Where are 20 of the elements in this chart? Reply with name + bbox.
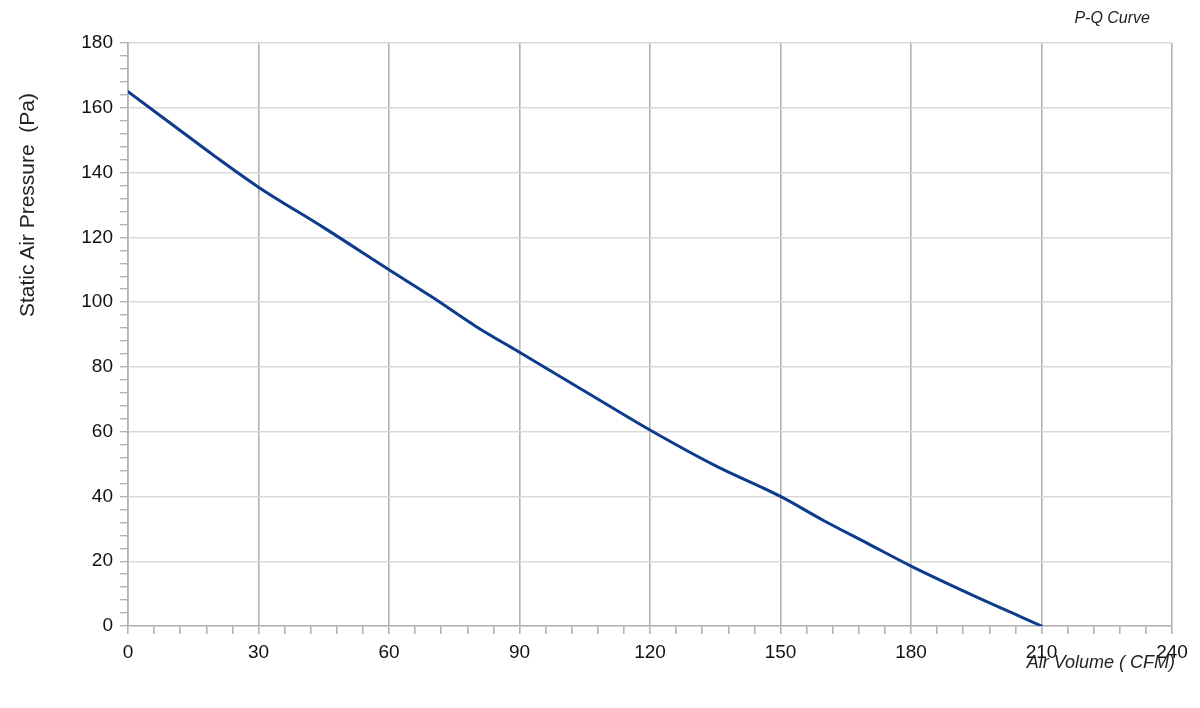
x-tick-label: 180	[895, 640, 927, 662]
x-tick-label: 60	[378, 640, 400, 662]
x-tick-label: 120	[634, 640, 666, 662]
y-tick-label: 80	[91, 355, 113, 377]
x-tick-label: 150	[764, 640, 797, 662]
line-series	[128, 90, 1043, 626]
y-axis-title: Static Air Pressure (Pa)	[14, 92, 38, 318]
x-tick-label: 30	[247, 640, 270, 662]
y-tick-label: 20	[91, 549, 113, 571]
x-tick-label: 0	[122, 640, 134, 662]
y-tick-label: 60	[91, 419, 113, 441]
y-tick-label: 0	[102, 614, 113, 636]
y-tick-label: 140	[81, 160, 113, 182]
y-tick-label: 180	[81, 31, 113, 53]
chart-title: P-Q Curve	[1074, 9, 1151, 27]
y-tick-label: 40	[91, 484, 113, 506]
y-tick-label: 120	[81, 225, 113, 247]
x-tick-label: 90	[508, 640, 531, 662]
y-tick-label: 100	[81, 290, 113, 312]
y-tick-label: 160	[81, 96, 113, 118]
